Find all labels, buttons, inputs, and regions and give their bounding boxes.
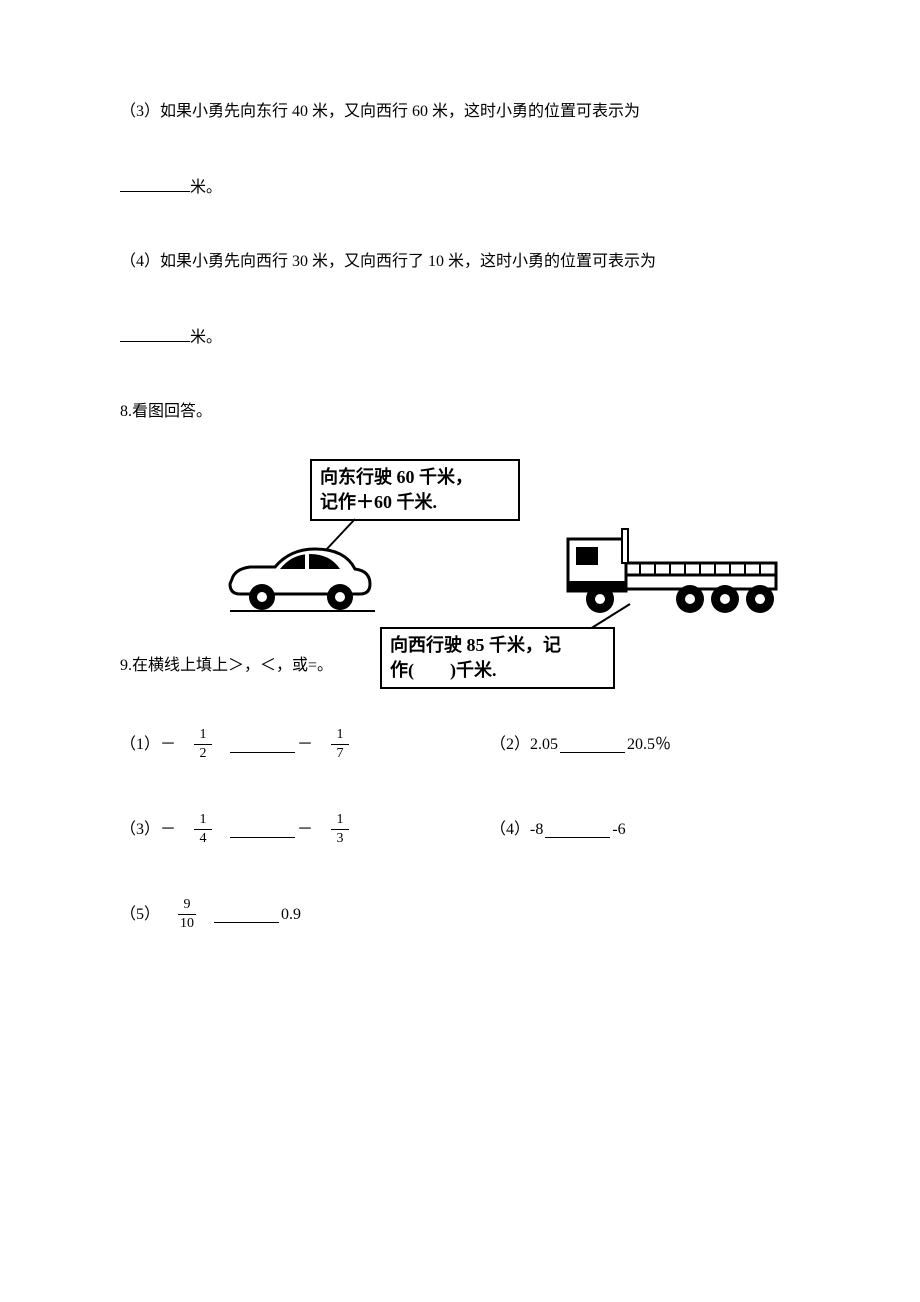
q9-3-minus2: － bbox=[297, 818, 313, 842]
q9-2-blank[interactable] bbox=[560, 737, 625, 753]
q9-4-label: （4）-8 bbox=[490, 818, 543, 842]
q9-5-blank[interactable] bbox=[214, 907, 279, 923]
q9-item-4: （4）-8 -6 bbox=[490, 818, 626, 842]
q4-unit: 米。 bbox=[190, 329, 222, 346]
q9-4-right: -6 bbox=[612, 818, 625, 842]
q9-3-blank[interactable] bbox=[230, 822, 295, 838]
callout-east-l1: 向东行驶 60 千米， bbox=[320, 465, 510, 490]
callout-east-l2: 记作＋60 千米. bbox=[320, 490, 510, 515]
q9-2-right: 20.5％ bbox=[627, 733, 671, 757]
q9-3-frac-left: 1 4 bbox=[194, 813, 212, 846]
q9-5-right: 0.9 bbox=[281, 903, 301, 927]
q9-2-label: （2）2.05 bbox=[490, 733, 558, 757]
q9-1-minus2: － bbox=[297, 733, 313, 757]
q9-item-3: （3）－ 1 4 － 1 3 bbox=[120, 813, 490, 846]
q9-row-1: （1）－ 1 2 － 1 7 （2）2.05 20.5％ bbox=[120, 728, 800, 761]
question-3-line1: （3）如果小勇先向东行 40 米，又向西行 60 米，这时小勇的位置可表示为 bbox=[120, 100, 800, 124]
q9-1-blank[interactable] bbox=[230, 737, 295, 753]
q9-item-2: （2）2.05 20.5％ bbox=[490, 733, 671, 757]
question-3-line2: 米。 bbox=[120, 174, 800, 200]
callout-east: 向东行驶 60 千米， 记作＋60 千米. bbox=[310, 459, 520, 521]
truck-icon bbox=[560, 521, 795, 629]
q3-text: （3）如果小勇先向东行 40 米，又向西行 60 米，这时小勇的位置可表示为 bbox=[120, 103, 640, 120]
q9-item-5: （5） 9 10 0.9 bbox=[120, 898, 490, 931]
q9-1-frac-left: 1 2 bbox=[194, 728, 212, 761]
q3-unit: 米。 bbox=[190, 179, 222, 196]
q9-row-2: （3）－ 1 4 － 1 3 （4）-8 -6 bbox=[120, 813, 800, 846]
q3-blank[interactable] bbox=[120, 174, 190, 192]
q9-5-label: （5） bbox=[120, 903, 160, 927]
q9-3-frac-right: 1 3 bbox=[331, 813, 349, 846]
q9-4-blank[interactable] bbox=[545, 822, 610, 838]
q9-1-label: （1）－ bbox=[120, 733, 176, 757]
callout-west-l2: 作( )千米. bbox=[390, 658, 605, 683]
q8-heading: 8.看图回答。 bbox=[120, 400, 800, 424]
question-4-line2: 米。 bbox=[120, 324, 800, 350]
q9-3-label: （3）－ bbox=[120, 818, 176, 842]
car-icon bbox=[220, 539, 380, 627]
q9-row-3: （5） 9 10 0.9 bbox=[120, 898, 800, 931]
callout-west: 向西行驶 85 千米，记 作( )千米. bbox=[380, 627, 615, 689]
q4-blank[interactable] bbox=[120, 324, 190, 342]
question-4-line1: （4）如果小勇先向西行 30 米，又向西行了 10 米，这时小勇的位置可表示为 bbox=[120, 250, 800, 274]
q9-1-frac-right: 1 7 bbox=[331, 728, 349, 761]
callout-west-l1: 向西行驶 85 千米，记 bbox=[390, 633, 605, 658]
q9-5-frac: 9 10 bbox=[178, 898, 196, 931]
q9-item-1: （1）－ 1 2 － 1 7 bbox=[120, 728, 490, 761]
q4-text: （4）如果小勇先向西行 30 米，又向西行了 10 米，这时小勇的位置可表示为 bbox=[120, 253, 656, 270]
